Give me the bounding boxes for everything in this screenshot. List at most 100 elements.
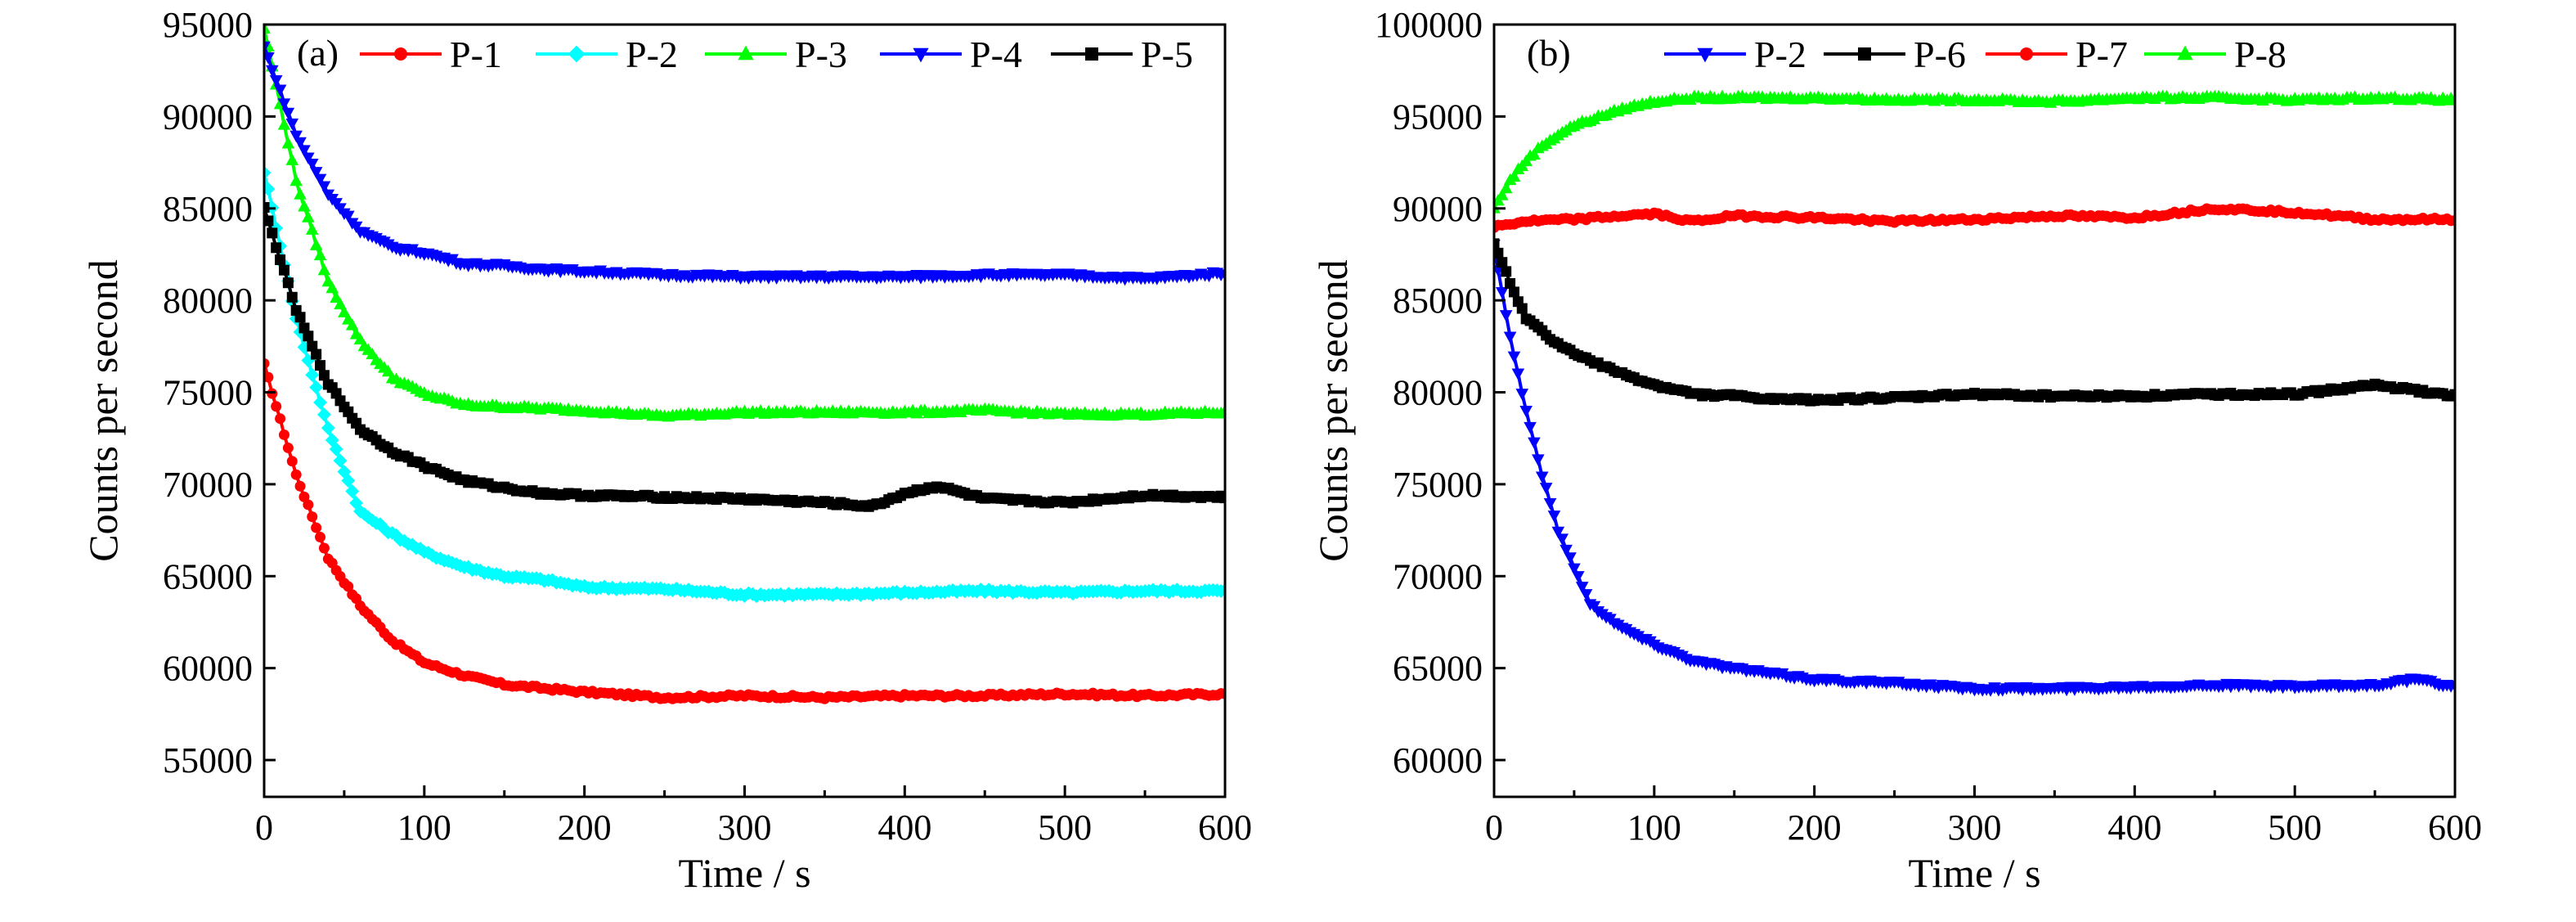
data-point-p-2	[1515, 389, 1529, 401]
series-line-p-2	[1494, 244, 2455, 692]
data-point-p-6	[2449, 389, 2455, 400]
x-tick-label: 500	[1038, 807, 1092, 848]
data-point-p-2	[329, 442, 343, 457]
legend-label: P-4	[970, 34, 1022, 75]
data-point-p-2	[1568, 563, 1581, 575]
data-point-p-2	[405, 537, 420, 552]
x-tick-label: 400	[877, 807, 931, 848]
data-point-p-4	[317, 181, 331, 193]
data-point-p-2	[1499, 310, 1513, 322]
legend-marker	[568, 45, 586, 63]
data-point-p-5	[286, 291, 298, 303]
data-point-p-5	[282, 277, 294, 289]
series-p-6	[1494, 238, 2455, 407]
data-point-p-1	[282, 442, 294, 453]
data-point-p-5	[298, 322, 310, 334]
x-tick-label: 600	[2428, 807, 2482, 848]
y-axis-title: Counts per second	[80, 259, 126, 561]
y-tick-label: 65000	[1393, 649, 1483, 689]
y-tick-label: 95000	[1393, 97, 1483, 137]
legend-label: P-2	[1754, 34, 1806, 75]
data-point-p-3	[305, 223, 319, 235]
x-tick-label: 100	[397, 807, 451, 848]
data-point-p-2	[333, 453, 348, 468]
legend-marker	[2020, 47, 2033, 61]
data-point-p-2	[341, 474, 356, 488]
legend-label: P-3	[795, 34, 847, 75]
legend-label: P-1	[450, 34, 502, 75]
data-point-p-5	[267, 227, 278, 239]
data-point-p-4	[294, 137, 307, 150]
data-point-p-4	[285, 118, 299, 131]
data-point-p-4	[289, 130, 303, 142]
data-point-p-2	[1564, 552, 1577, 564]
data-point-p-2	[321, 421, 335, 435]
data-point-p-3	[281, 137, 295, 149]
series-p-1	[264, 358, 1225, 704]
data-point-p-1	[264, 358, 270, 369]
data-point-p-1	[275, 413, 286, 425]
data-point-p-8	[1499, 181, 1513, 194]
data-point-p-3	[325, 281, 339, 294]
y-tick-label: 90000	[1393, 189, 1483, 229]
data-point-p-1	[318, 542, 330, 554]
x-axis-title: Time / s	[678, 850, 810, 896]
data-point-p-4	[342, 210, 355, 223]
data-point-p-1	[1219, 688, 1225, 699]
data-point-p-2	[365, 513, 379, 528]
data-point-p-1	[290, 469, 302, 480]
y-tick-label: 75000	[163, 373, 253, 413]
data-point-p-2	[313, 395, 327, 410]
legend-label: P-5	[1141, 34, 1193, 75]
data-point-p-2	[1560, 544, 1573, 557]
legend-label: P-8	[2234, 34, 2287, 75]
data-point-p-3	[289, 173, 303, 187]
x-tick-label: 600	[1198, 807, 1252, 848]
data-point-p-4	[1218, 269, 1225, 281]
legend: P-1 P-2 P-3 P-4 P-5	[360, 34, 1193, 75]
data-point-p-2	[264, 182, 276, 196]
legend-label: P-2	[626, 34, 678, 75]
legend-item-p-2: P-2	[536, 34, 678, 75]
data-point-p-6	[1494, 238, 1500, 250]
y-tick-label: 80000	[163, 281, 253, 321]
data-point-p-2	[1547, 510, 1561, 523]
data-point-p-2	[264, 165, 272, 180]
data-point-p-1	[311, 522, 322, 533]
data-point-p-2	[309, 380, 324, 394]
data-point-p-2	[1524, 421, 1537, 434]
data-point-p-6	[1508, 286, 1519, 298]
data-point-p-4	[305, 158, 319, 171]
chart-panel-a: 0 100 200 300 400 500 600 55000 60000 65000 70000 7…	[80, 5, 1252, 896]
data-point-p-3	[1218, 404, 1225, 416]
series-p-3	[264, 25, 1225, 422]
data-point-p-2	[1555, 533, 1569, 546]
panel-label: (b)	[1527, 32, 1571, 74]
data-point-p-3	[334, 297, 347, 310]
data-point-p-5	[318, 370, 330, 381]
x-tick-label: 300	[1948, 807, 2002, 848]
data-point-p-2	[1543, 497, 1557, 510]
data-point-p-1	[303, 499, 314, 510]
y-tick-label: 95000	[163, 5, 253, 45]
x-tick-label: 400	[2107, 807, 2161, 848]
data-point-p-4	[302, 152, 315, 164]
y-tick-label: 70000	[1393, 556, 1483, 596]
data-point-p-3	[294, 187, 307, 200]
data-point-p-2	[1539, 483, 1553, 495]
data-point-p-5	[294, 312, 306, 323]
data-point-p-8	[1528, 147, 1541, 160]
data-point-p-5	[271, 242, 282, 254]
legend-item-p-1: P-1	[360, 34, 502, 75]
data-point-p-4	[309, 167, 323, 179]
legend-marker	[913, 47, 929, 63]
data-point-p-4	[264, 41, 271, 54]
data-point-p-6	[1516, 303, 1528, 314]
x-tick-label: 100	[1627, 807, 1681, 848]
data-point-p-3	[302, 210, 315, 223]
legend-item-p-6: P-6	[1824, 34, 1966, 75]
data-point-p-1	[315, 532, 326, 543]
data-point-p-4	[265, 65, 279, 78]
data-point-p-5	[303, 331, 314, 342]
